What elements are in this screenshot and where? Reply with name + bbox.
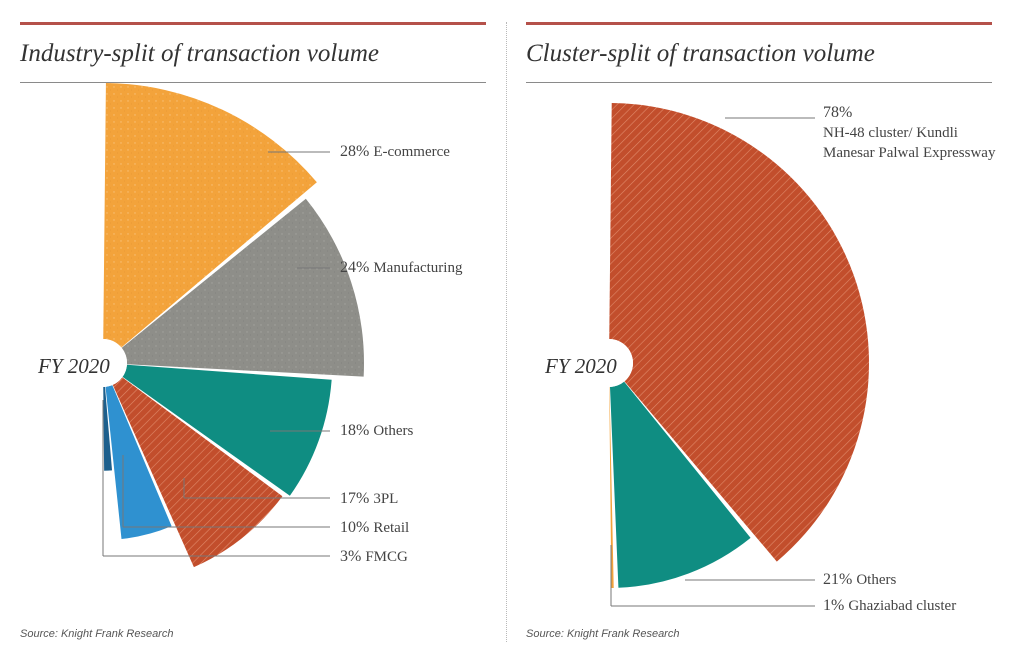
pie-center-hole <box>79 339 127 387</box>
top-rule <box>526 22 992 25</box>
pie-slice-manufacturing <box>121 198 365 377</box>
title-underline <box>526 82 992 83</box>
chart-title: Cluster-split of transaction volume <box>526 40 875 67</box>
slice-percent: 28% <box>340 143 370 160</box>
slice-percent: 78% <box>823 104 853 121</box>
pie-center-hole <box>585 339 633 387</box>
source-note: Source: Knight Frank Research <box>20 628 174 640</box>
slice-percent: 24% <box>340 259 370 276</box>
leader-lines <box>102 117 815 607</box>
slice-label-ghaziabad: 1% Ghaziabad cluster <box>823 597 956 615</box>
slice-percent: 3% <box>340 548 362 565</box>
slice-percent: 21% <box>823 571 853 588</box>
slice-label-nh48: 78% NH-48 cluster/ Kundli Manesar Palwal… <box>823 103 1008 163</box>
pie-slice-nh-48-cluster-kundli-manesar-palwal-expressway <box>609 103 869 562</box>
source-note: Source: Knight Frank Research <box>526 628 680 640</box>
pie-slice-e-commerce <box>103 83 317 348</box>
slice-label-manufacturing: 24% Manufacturing <box>340 259 462 277</box>
pie-slice-others <box>122 364 332 496</box>
slice-name: Retail <box>373 520 410 536</box>
slice-name: Manufacturing <box>373 260 463 276</box>
title-underline <box>20 82 486 83</box>
center-label: FY 2020 <box>38 354 110 378</box>
pie-slice-fmcg <box>103 386 113 471</box>
slice-label-3pl: 17% 3PL <box>340 490 398 508</box>
pie-slice-ghaziabad-cluster <box>609 386 614 588</box>
top-rule <box>20 22 486 25</box>
chart-title: Industry-split of transaction volume <box>20 40 379 67</box>
slice-label-others: 21% Others <box>823 571 896 589</box>
pie-slice-others <box>610 381 751 588</box>
slice-percent: 1% <box>823 597 845 614</box>
pie-slice-3pl <box>112 377 283 568</box>
slice-label-retail: 10% Retail <box>340 519 409 537</box>
slice-name: E-commerce <box>373 144 450 160</box>
panel-divider <box>506 22 507 642</box>
slice-name: FMCG <box>365 549 408 565</box>
slice-name: 3PL <box>373 491 399 507</box>
slice-name: Others <box>856 572 897 588</box>
slice-percent: 18% <box>340 422 370 439</box>
slice-percent: 10% <box>340 519 370 536</box>
cluster-pie <box>585 103 869 588</box>
slice-percent: 17% <box>340 490 370 507</box>
industry-pie <box>79 83 365 568</box>
pie-slice-retail <box>105 385 172 540</box>
slice-label-others: 18% Others <box>340 422 413 440</box>
slice-label-ecommerce: 28% E-commerce <box>340 143 450 161</box>
slice-name: NH-48 cluster/ Kundli Manesar Palwal Exp… <box>823 125 996 161</box>
slice-name: Others <box>373 423 414 439</box>
slice-name: Ghaziabad cluster <box>848 598 957 614</box>
industry-split-panel: Industry-split of transaction volume Sou… <box>0 0 506 661</box>
center-label: FY 2020 <box>545 354 617 378</box>
slice-label-fmcg: 3% FMCG <box>340 548 408 566</box>
cluster-split-panel: Cluster-split of transaction volume Sour… <box>506 0 1024 661</box>
